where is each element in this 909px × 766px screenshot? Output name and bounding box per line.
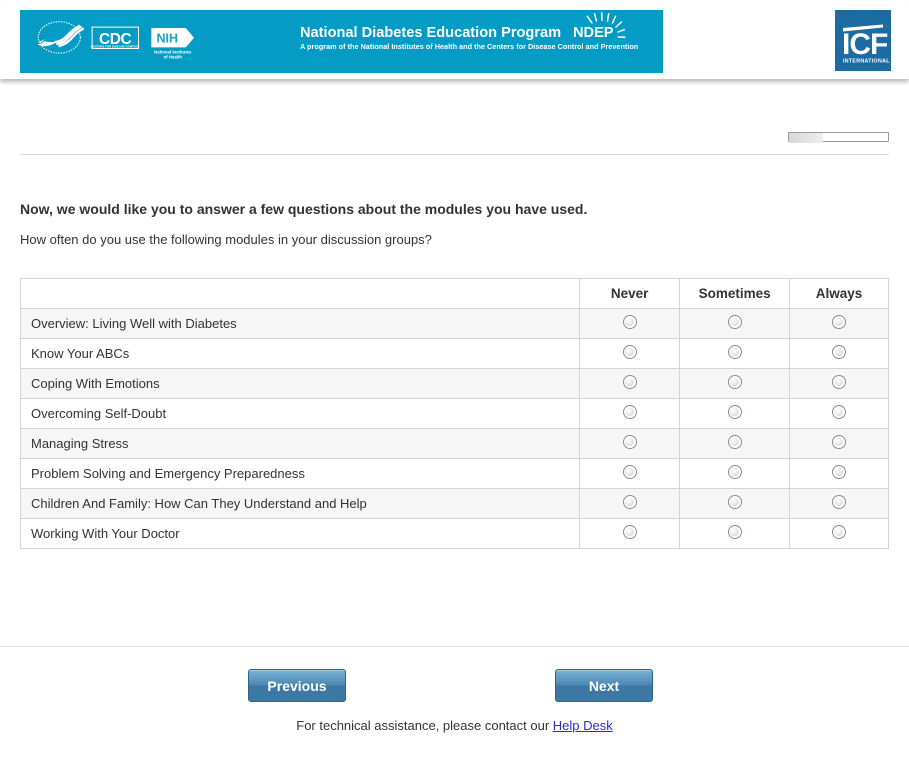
svg-text:CENTERS FOR DISEASE CONTROL: CENTERS FOR DISEASE CONTROL	[90, 45, 140, 49]
svg-text:INTERNATIONAL: INTERNATIONAL	[843, 59, 890, 65]
svg-text:of Health: of Health	[164, 55, 183, 60]
svg-text:NDEP: NDEP	[573, 25, 614, 41]
svg-text:NIH: NIH	[157, 31, 179, 45]
svg-text:ICF: ICF	[842, 28, 888, 61]
svg-text:A program of the National Inst: A program of the National Institutes of …	[300, 42, 638, 51]
svg-text:National Diabetes Education Pr: National Diabetes Education Program	[300, 25, 561, 41]
